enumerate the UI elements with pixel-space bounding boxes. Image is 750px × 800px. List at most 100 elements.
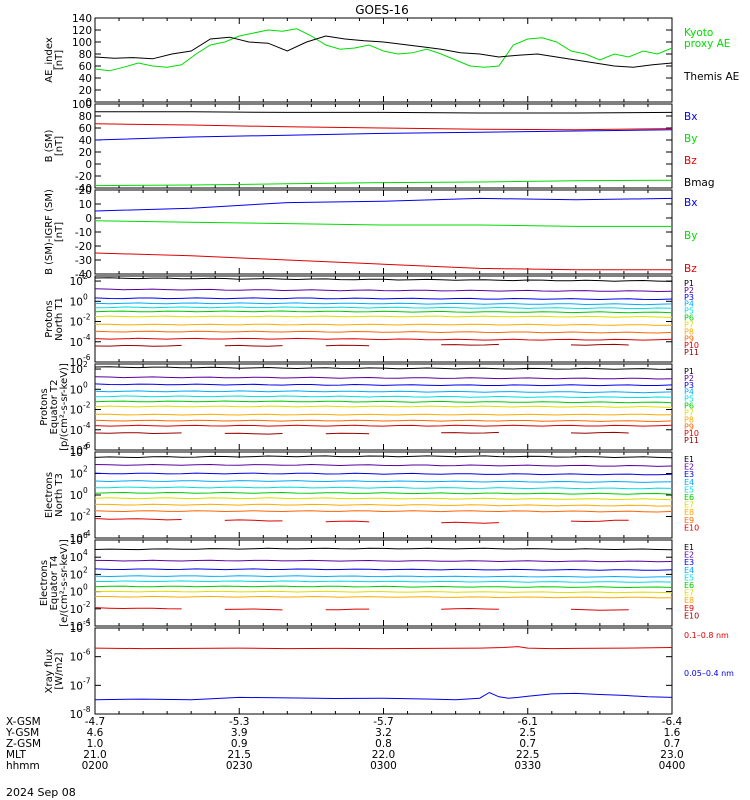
series-line-P1 (94, 366, 673, 370)
y-tick-exponent: -2 (83, 313, 91, 322)
y-tick-label: 10 (70, 296, 83, 308)
legend-E2: E2 (684, 551, 694, 560)
legend-Bx: Bx (684, 111, 697, 123)
legend-E4: E4 (684, 566, 694, 575)
series-line-P6 (94, 400, 673, 404)
chart-title: GOES-16 (355, 3, 409, 17)
panel-frame (94, 275, 673, 363)
y-tick-label: -40 (75, 183, 92, 195)
x-axis-value: 0230 (226, 760, 253, 772)
x-axis-row-label: MLT (6, 749, 26, 761)
x-axis-value: -6.4 (662, 716, 683, 728)
legend-P8: P8 (684, 415, 694, 424)
series-line-P11 (441, 343, 499, 346)
y-tick-label: -30 (75, 255, 92, 267)
x-axis-value: 0.9 (231, 738, 248, 750)
legend-P4: P4 (684, 300, 694, 309)
y-tick-label: 10 (70, 623, 83, 635)
series-line-By (94, 179, 673, 187)
legend-P7: P7 (684, 408, 694, 417)
series-line-Bz (94, 123, 673, 131)
series-line-P11 (325, 432, 370, 435)
legend-P5: P5 (684, 307, 694, 316)
y-tick-exponent: 4 (83, 443, 88, 452)
legend-P7: P7 (684, 320, 694, 329)
legend-E8: E8 (684, 508, 694, 517)
series-line-E9 (224, 608, 283, 611)
y-tick-label: 10 (70, 621, 83, 633)
y-axis-label: [nT] (54, 222, 65, 242)
x-axis-value: 0400 (659, 760, 686, 772)
x-axis-value: -6.1 (518, 716, 539, 728)
legend-0.05-0.4 nm: 0.05–0.4 nm (684, 669, 734, 678)
panel-frame (94, 539, 673, 627)
series-line-P9 (94, 330, 673, 334)
series-line-P7 (94, 405, 673, 408)
legend-P11: P11 (684, 436, 699, 445)
y-tick-label: 80 (79, 49, 92, 61)
y-tick-label: -10 (75, 227, 92, 239)
legend-E7: E7 (684, 589, 694, 598)
y-tick-exponent: 6 (83, 531, 88, 540)
x-axis-value: 0300 (370, 760, 397, 772)
y-tick-exponent: -2 (83, 508, 91, 517)
y-axis-label: Equator T2 (49, 380, 60, 435)
x-axis-row-label: hhmm (6, 760, 40, 772)
series-line-P6 (94, 310, 673, 314)
y-axis-label: Protons (39, 388, 50, 425)
y-tick-exponent: 2 (83, 565, 88, 574)
series-line-Bx (94, 129, 673, 141)
x-axis-value: 21.0 (83, 749, 106, 761)
x-axis-value: -5.7 (373, 716, 394, 728)
x-axis-value: 22.0 (372, 749, 395, 761)
legend-E1: E1 (684, 455, 694, 464)
y-tick-label: 100 (72, 99, 92, 111)
y-tick-exponent: -4 (83, 617, 91, 626)
y-tick-label: 10 (70, 364, 83, 376)
date-label: 2024 Sep 08 (6, 786, 76, 799)
series-line-E4 (94, 480, 673, 483)
y-tick-label: 40 (79, 135, 92, 147)
y-tick-label: 10 (70, 337, 83, 349)
y-tick-label: 20 (79, 85, 92, 97)
y-tick-exponent: 2 (83, 360, 88, 369)
y-tick-label: -20 (75, 171, 92, 183)
series-line-E10 (224, 519, 283, 522)
y-axis-label: B (SM) (44, 129, 55, 162)
y-tick-exponent: 0 (83, 380, 88, 389)
y-axis-label: AE_index (44, 37, 55, 83)
series-line-Themis AE (94, 35, 673, 68)
series-line-E8 (95, 503, 673, 507)
series-line-E6 (94, 491, 673, 495)
y-axis-label: [nT] (54, 50, 65, 70)
y-tick-label: 10 (70, 512, 83, 524)
legend-Bmag: Bmag (684, 177, 715, 189)
series-line-0.05-0.4 nm (94, 691, 673, 701)
legend-P11: P11 (684, 348, 699, 357)
series-line-E9 (325, 608, 370, 611)
series-line-E1 (94, 547, 673, 551)
legend-Bx: Bx (684, 197, 697, 209)
y-axis-label: [e/(cm²-s-sr-keV)] (59, 539, 70, 627)
series-line-E10 (570, 519, 629, 523)
legend-P5: P5 (684, 395, 694, 404)
series-line-E3 (94, 568, 673, 571)
series-line-E9 (570, 608, 629, 611)
series-line-E10 (441, 521, 499, 524)
legend-P8: P8 (684, 327, 694, 336)
y-tick-exponent: 4 (83, 548, 88, 557)
y-axis-label: North T3 (54, 473, 65, 517)
series-line-E9 (441, 607, 499, 610)
series-line-E7 (94, 497, 673, 501)
series-line-P3 (94, 383, 673, 387)
y-tick-label: 20 (79, 185, 92, 197)
legend-E5: E5 (684, 485, 694, 494)
series-line-P9 (94, 419, 673, 423)
y-tick-label: 10 (70, 469, 83, 481)
series-line-Kyoto proxy AE (94, 28, 673, 72)
legend-0.1-0.8 nm: 0.1–0.8 nm (684, 631, 729, 640)
